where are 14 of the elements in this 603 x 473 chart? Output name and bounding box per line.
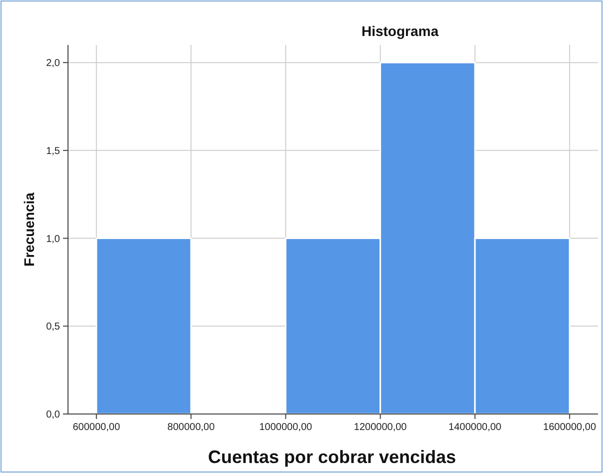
x-tick-label: 1000000,00 [259, 422, 313, 433]
x-tick-label: 1600000,00 [543, 422, 596, 433]
y-tick-label: 1,0 [46, 234, 60, 245]
x-tick-label: 1200000,00 [354, 422, 408, 433]
y-tick-label: 0,0 [46, 410, 60, 420]
y-tick-label: 2,0 [46, 58, 60, 70]
x-tick-label: 1400000,00 [448, 422, 502, 433]
chart-title: Histograma [361, 23, 439, 39]
x-axis-title: Cuentas por cobrar vencidas [208, 447, 456, 467]
y-tick-label: 0,5 [46, 322, 60, 333]
x-tick-label: 800000,00 [167, 422, 216, 433]
y-tick-label: 1,5 [46, 146, 60, 157]
y-axis-title: Frecuencia [21, 192, 37, 266]
x-tick-label: 600000,00 [72, 422, 120, 433]
